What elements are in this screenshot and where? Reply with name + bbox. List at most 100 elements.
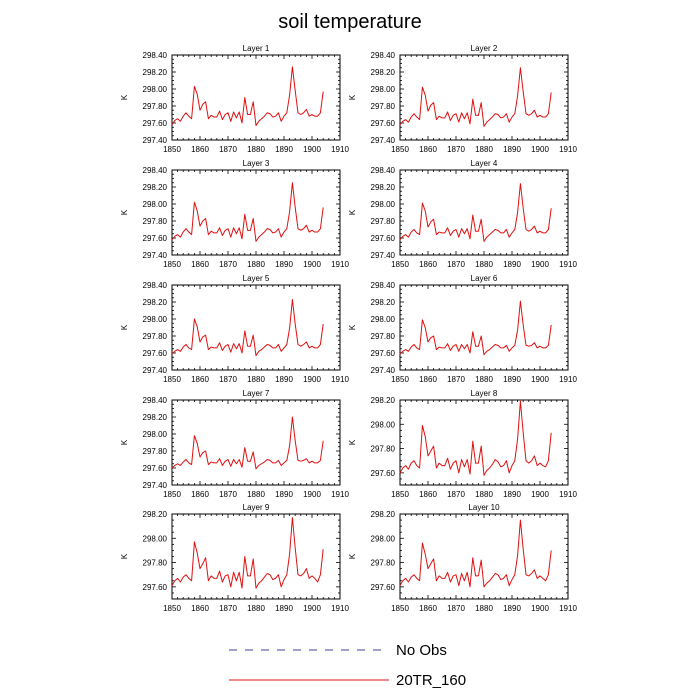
layer-1-xtick-label: 1900 xyxy=(303,145,321,154)
layer-1-frame xyxy=(171,54,341,141)
panel-layer-10: Layer 10 1850 1860 1870 1880 1890 1900 1910 297.… xyxy=(348,503,577,613)
layer-6-ytick-label: 297.80 xyxy=(371,332,396,341)
layer-6-xtick-label: 1900 xyxy=(531,375,549,384)
layer-4-xtick-label: 1910 xyxy=(559,260,577,269)
layer-5-xtick-label: 1910 xyxy=(331,375,349,384)
layer-5-ytick-label: 298.20 xyxy=(143,298,168,307)
layer-3-xtick-label: 1910 xyxy=(331,260,349,269)
layer-1-xtick-label: 1860 xyxy=(191,145,209,154)
layer-7-ytick-label: 298.40 xyxy=(143,396,168,405)
layer-5-xtick-label: 1900 xyxy=(303,375,321,384)
layer-8-ylabel: K xyxy=(348,439,357,445)
layer-8-xtick-label: 1860 xyxy=(419,490,437,499)
panel-layer-6: Layer 6 1850 1860 1870 1880 1890 1900 1910 297.4… xyxy=(348,274,577,384)
layer-1-ytick-label: 298.00 xyxy=(143,85,168,94)
layer-3-ytick-label: 298.00 xyxy=(143,200,168,209)
layer-2-ytick-label: 297.60 xyxy=(371,119,396,128)
layer-3-ytick-label: 298.20 xyxy=(143,183,168,192)
layer-4-ylabel: K xyxy=(348,209,357,215)
layer-5-ylabel: K xyxy=(120,324,129,330)
layer-5-xtick-label: 1880 xyxy=(247,375,265,384)
layer-2-xtick-label: 1860 xyxy=(419,145,437,154)
layer-7-ylabel: K xyxy=(120,439,129,445)
layer-6-xtick-label: 1860 xyxy=(419,375,437,384)
layer-4-xtick-label: 1860 xyxy=(419,260,437,269)
layer-2-ytick-label: 298.40 xyxy=(371,51,396,60)
figure-title: soil temperature xyxy=(278,11,421,33)
layer-2-title: Layer 2 xyxy=(471,44,498,53)
layer-9-xtick-label: 1880 xyxy=(247,604,265,613)
layer-8-xtick-label: 1910 xyxy=(559,490,577,499)
layer-1-ytick-label: 297.80 xyxy=(143,102,168,111)
panel-layer-7: Layer 7 1850 1860 1870 1880 1890 1900 1910 297.4… xyxy=(120,389,349,499)
layer-6-xtick-label: 1880 xyxy=(475,375,493,384)
layer-8-xtick-label: 1890 xyxy=(503,490,521,499)
layer-2-xtick-label: 1850 xyxy=(391,145,409,154)
layer-7-xtick-label: 1910 xyxy=(331,490,349,499)
layer-7-ytick-label: 297.40 xyxy=(143,481,168,490)
panel-layer-4: Layer 4 1850 1860 1870 1880 1890 1900 1910 297.4… xyxy=(348,159,577,269)
layer-2-xtick-label: 1870 xyxy=(447,145,465,154)
layer-2-ytick-label: 298.00 xyxy=(371,85,396,94)
layer-10-xtick-label: 1860 xyxy=(419,604,437,613)
layer-4-series-line-20tr-160 xyxy=(399,183,552,242)
layer-3-ylabel: K xyxy=(120,209,129,215)
layer-2-xtick-label: 1890 xyxy=(503,145,521,154)
layer-9-ytick-label: 297.60 xyxy=(143,583,168,592)
layer-4-xtick-label: 1880 xyxy=(475,260,493,269)
layer-6-xtick-label: 1910 xyxy=(559,375,577,384)
layer-8-xtick-label: 1850 xyxy=(391,490,409,499)
layer-9-ytick-label: 298.00 xyxy=(143,534,168,543)
layer-7-ytick-label: 298.00 xyxy=(143,430,168,439)
layer-4-xtick-label: 1850 xyxy=(391,260,409,269)
layer-5-xtick-label: 1860 xyxy=(191,375,209,384)
layer-1-xtick-label: 1880 xyxy=(247,145,265,154)
layer-6-ytick-label: 298.00 xyxy=(371,315,396,324)
layer-4-ytick-label: 298.20 xyxy=(371,183,396,192)
layer-7-ytick-label: 298.20 xyxy=(143,413,168,422)
legend-no-obs-label: No Obs xyxy=(396,642,447,659)
layer-10-ytick-label: 298.20 xyxy=(371,510,396,519)
layer-8-ytick-label: 297.80 xyxy=(371,445,396,454)
layer-5-ytick-label: 298.40 xyxy=(143,281,168,290)
layer-1-ytick-label: 298.40 xyxy=(143,51,168,60)
layer-4-ytick-label: 297.80 xyxy=(371,217,396,226)
layer-9-xtick-label: 1910 xyxy=(331,604,349,613)
layer-4-ytick-label: 298.00 xyxy=(371,200,396,209)
layer-10-ytick-label: 297.60 xyxy=(371,583,396,592)
layer-3-xtick-label: 1850 xyxy=(163,260,181,269)
panel-layer-1: Layer 1 1850 1860 1870 1880 1890 1900 1910 297.4… xyxy=(120,44,349,154)
layer-3-xtick-label: 1880 xyxy=(247,260,265,269)
layer-2-ylabel: K xyxy=(348,94,357,100)
layer-6-ytick-label: 297.40 xyxy=(371,366,396,375)
layer-7-xtick-label: 1900 xyxy=(303,490,321,499)
layer-2-xtick-label: 1900 xyxy=(531,145,549,154)
layer-9-xtick-label: 1870 xyxy=(219,604,237,613)
layer-3-series-line-20tr-160 xyxy=(171,182,324,242)
layer-5-xtick-label: 1870 xyxy=(219,375,237,384)
layer-5-xtick-label: 1890 xyxy=(275,375,293,384)
layer-2-xtick-label: 1880 xyxy=(475,145,493,154)
layer-6-xtick-label: 1890 xyxy=(503,375,521,384)
layer-7-ytick-label: 297.80 xyxy=(143,447,168,456)
layer-10-ylabel: K xyxy=(348,553,357,559)
layer-5-ytick-label: 297.60 xyxy=(143,349,168,358)
layer-6-xtick-label: 1870 xyxy=(447,375,465,384)
layer-4-ytick-label: 297.40 xyxy=(371,251,396,260)
layer-1-ylabel: K xyxy=(120,94,129,100)
panel-layer-3: Layer 3 1850 1860 1870 1880 1890 1900 1910 297.4… xyxy=(120,159,349,269)
layer-2-xtick-label: 1910 xyxy=(559,145,577,154)
layer-5-title: Layer 5 xyxy=(243,274,270,283)
layer-7-xtick-label: 1870 xyxy=(219,490,237,499)
layer-6-title: Layer 6 xyxy=(471,274,498,283)
layer-7-xtick-label: 1850 xyxy=(163,490,181,499)
layer-6-ytick-label: 297.60 xyxy=(371,349,396,358)
layer-10-xtick-label: 1880 xyxy=(475,604,493,613)
layer-4-xtick-label: 1890 xyxy=(503,260,521,269)
panel-layer-2: Layer 2 1850 1860 1870 1880 1890 1900 1910 297.4… xyxy=(348,44,577,154)
layer-1-series-line-20tr-160 xyxy=(171,66,324,127)
layer-6-ylabel: K xyxy=(348,324,357,330)
layer-10-xtick-label: 1850 xyxy=(391,604,409,613)
panel-layer-5: Layer 5 1850 1860 1870 1880 1890 1900 1910 297.4… xyxy=(120,274,349,384)
